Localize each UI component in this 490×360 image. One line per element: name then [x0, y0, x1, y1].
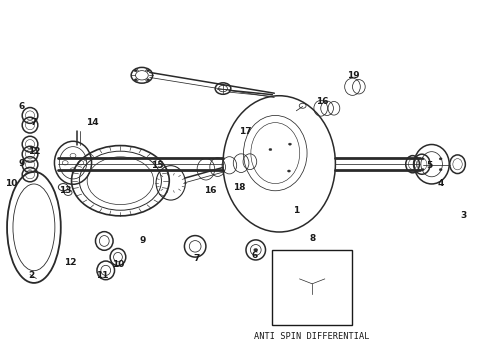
Text: 4: 4	[437, 179, 443, 188]
Text: 2: 2	[28, 270, 34, 279]
Text: 7: 7	[31, 118, 37, 127]
Text: 17: 17	[239, 127, 251, 136]
Text: 9: 9	[139, 237, 146, 246]
Text: 6: 6	[252, 251, 258, 260]
Text: 12: 12	[64, 258, 76, 267]
Text: ANTI SPIN DIFFERENTIAL: ANTI SPIN DIFFERENTIAL	[254, 332, 370, 341]
Circle shape	[269, 148, 272, 150]
Circle shape	[288, 170, 291, 172]
Text: 10: 10	[5, 179, 18, 188]
Bar	[272, 250, 352, 325]
Text: 11: 11	[96, 270, 109, 279]
Text: 7: 7	[193, 255, 199, 264]
Circle shape	[421, 168, 424, 171]
Text: 19: 19	[347, 71, 360, 80]
Circle shape	[421, 158, 424, 160]
Text: 16: 16	[316, 96, 328, 105]
Text: 5: 5	[427, 161, 433, 170]
Circle shape	[134, 79, 137, 81]
Text: 18: 18	[233, 183, 245, 192]
Circle shape	[289, 143, 292, 145]
Text: 15: 15	[151, 161, 163, 170]
Circle shape	[439, 168, 442, 171]
Circle shape	[439, 158, 442, 160]
Circle shape	[147, 69, 149, 72]
Text: 10: 10	[112, 260, 124, 269]
Text: 16: 16	[203, 186, 216, 195]
Circle shape	[147, 79, 149, 81]
Text: 8: 8	[309, 234, 315, 243]
Text: 14: 14	[86, 118, 99, 127]
Text: 9: 9	[18, 159, 24, 168]
Text: 3: 3	[461, 211, 467, 220]
Text: 1: 1	[293, 206, 299, 215]
Circle shape	[254, 248, 258, 251]
Text: 6: 6	[18, 102, 24, 111]
Text: 13: 13	[59, 186, 72, 195]
Circle shape	[134, 69, 137, 72]
Text: 12: 12	[27, 147, 40, 156]
